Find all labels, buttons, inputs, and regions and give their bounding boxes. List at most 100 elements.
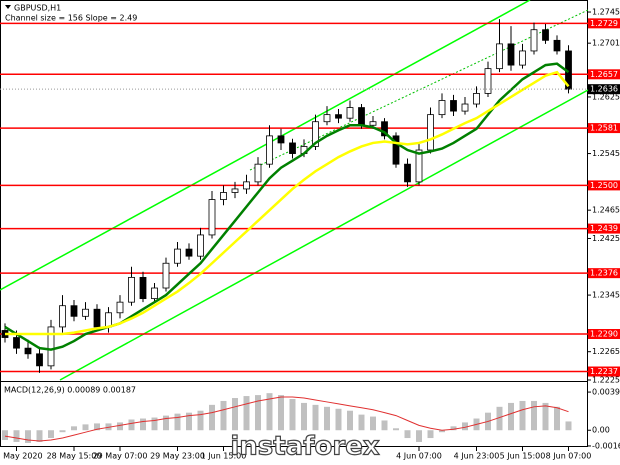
watermark: instaforex (230, 432, 380, 462)
level-label-box (588, 69, 620, 80)
macd-bar (404, 430, 411, 439)
candle-body (450, 100, 457, 112)
macd-bar (94, 423, 100, 431)
moving-average (5, 70, 570, 336)
x-tick-label: 1 Jun 15:00 (201, 452, 247, 461)
macd-bar (59, 430, 66, 433)
candle-body (151, 287, 158, 300)
macd-bar (450, 426, 457, 431)
candle-body (519, 50, 526, 66)
candle-body (346, 107, 354, 119)
level-label-box (588, 18, 620, 29)
candle-body (174, 248, 181, 264)
y-tick-label: 1.2345 (592, 291, 620, 300)
macd-bar (2, 430, 8, 440)
x-tick-label: 4 Jun 07:00 (396, 452, 442, 461)
macd-bar (531, 400, 537, 431)
level-label-box (588, 123, 620, 134)
candle-body (266, 135, 273, 165)
x-tick-label: 4 Jun 23:00 (454, 452, 500, 461)
candle-body (93, 308, 101, 328)
channel-upper (0, 0, 531, 291)
candle-body (542, 29, 549, 41)
level-label: 1.2657 (590, 70, 618, 79)
macd-bar (71, 426, 77, 431)
y-tick-label: 0.00 (592, 426, 610, 435)
macd-bar (140, 418, 146, 431)
candle-body (128, 276, 135, 303)
candle-body (427, 114, 434, 151)
macd-bar (347, 410, 353, 431)
macd-bar (48, 430, 54, 439)
y-tick-label: 0.00391 (592, 388, 620, 397)
macd-bar (508, 402, 514, 431)
candle-body (415, 149, 423, 183)
macd-bar (117, 422, 123, 431)
macd-bar (186, 412, 192, 431)
candle-body (507, 43, 515, 66)
candle-body (277, 135, 285, 144)
macd-bar (82, 424, 89, 431)
level-label-box (588, 180, 620, 191)
candle-body (484, 68, 492, 94)
x-tick-label: 5 Jun 15:00 (500, 452, 546, 461)
macd-bar (324, 406, 330, 431)
y-tick-label: 1.2701 (592, 39, 620, 48)
signal-line (4, 396, 569, 442)
candle-body (208, 199, 216, 236)
candle-body (13, 337, 20, 349)
candle-body (392, 135, 400, 165)
y-tick-label: 1.2225 (592, 376, 620, 385)
macd-bar (427, 430, 434, 439)
moving-average (4, 62, 570, 351)
macd-bar (289, 399, 296, 431)
macd-bar (496, 406, 503, 431)
macd-bar (209, 404, 215, 431)
y-tick-label: -0.00161 (592, 441, 620, 450)
macd-bar (128, 419, 135, 431)
candle-body (381, 121, 388, 137)
channel-info: Channel size = 156 Slope = 2.49 (5, 14, 137, 23)
macd-bar (393, 428, 399, 431)
layers: 1.2745 1.2701 1.2625 1.2545 1.2465 1.2425 1.23… (0, 8, 620, 461)
macd-bar (554, 406, 560, 431)
macd-bar (151, 417, 158, 431)
candle-body (231, 188, 239, 193)
macd-bar (519, 400, 526, 431)
level-label-box (588, 223, 620, 234)
level-label: 1.2581 (590, 124, 618, 133)
channel-lower (59, 89, 589, 381)
candle-body (24, 347, 32, 355)
candle-body (289, 142, 296, 154)
candle-body (461, 103, 469, 112)
x-tick-label: 28 May 15:00 (47, 452, 102, 461)
macd-bar (358, 414, 365, 431)
level-label: 1.2729 (590, 19, 618, 28)
macd-bar (174, 413, 181, 431)
last-price-label: 1.2636 (590, 85, 618, 94)
macd-bar (439, 430, 445, 433)
macd-bar (197, 410, 204, 431)
y-tick-label: 1.2425 (592, 234, 620, 243)
x-tick-label: 29 May 23:00 (150, 452, 205, 461)
level-label: 1.2376 (590, 269, 618, 278)
candle-body (162, 262, 170, 289)
macd-bar (36, 430, 43, 442)
macd-bar (370, 416, 376, 431)
macd-bar (416, 430, 422, 442)
macd-bar (301, 402, 307, 431)
candle-body (530, 29, 538, 52)
macd-bar (243, 396, 250, 431)
last-price-box (588, 84, 620, 95)
candle-body (116, 301, 124, 314)
macd-bar (255, 395, 261, 431)
candle-body (197, 234, 204, 257)
macd-bar (266, 393, 273, 431)
candle-body (70, 305, 78, 317)
macd-bar (232, 398, 238, 431)
macd-bar (278, 395, 284, 431)
candle-body (473, 93, 480, 105)
dropdown-icon (5, 5, 11, 9)
candle-body (312, 121, 319, 147)
x-tick-label: 27 May 2020 (0, 452, 43, 461)
